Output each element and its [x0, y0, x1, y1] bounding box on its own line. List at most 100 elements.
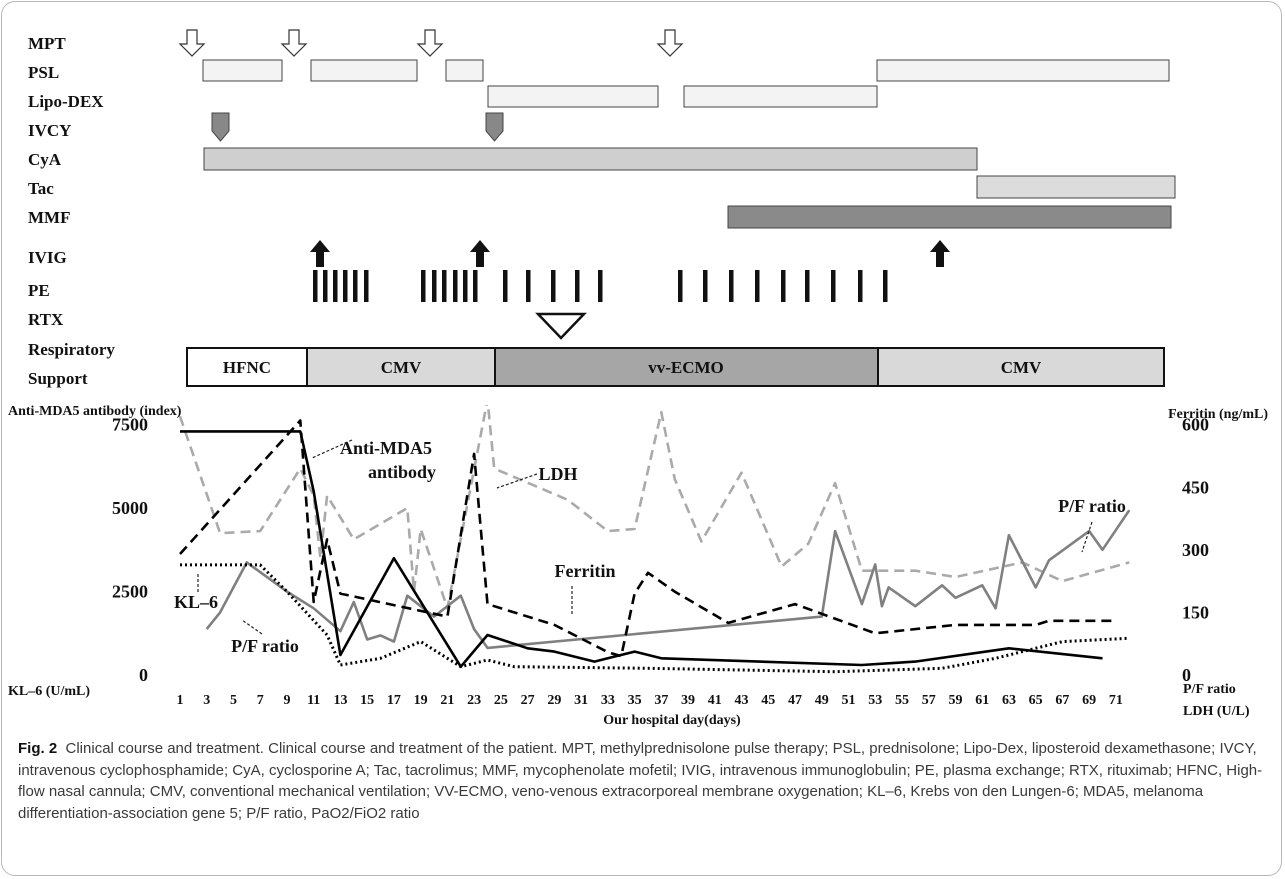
right-tick-label: 300: [1182, 540, 1209, 560]
x-tick-label: 43: [735, 693, 749, 708]
pe-mark: [678, 270, 683, 302]
pe-mark: [598, 270, 603, 302]
respiratory-label-line1: Respiratory: [28, 340, 115, 359]
x-tick-label: 55: [895, 693, 909, 708]
ivcy-marker: [211, 112, 230, 142]
leader-ldh: [496, 473, 538, 489]
x-axis-title: Our hospital day(days): [603, 713, 741, 728]
ivig-arrows: [310, 240, 950, 267]
x-tick-label: 9: [283, 693, 290, 708]
x-tick-label: 45: [761, 693, 775, 708]
annotation-ldh: LDH: [538, 464, 577, 484]
row-label-mpt: MPT: [28, 34, 66, 53]
pe-mark: [805, 270, 810, 302]
chart-annotations: Anti-MDA5 antibody LDH Ferritin P/F rati…: [174, 438, 1126, 656]
x-tick-label: 3: [203, 693, 210, 708]
x-tick-label: 63: [1002, 693, 1016, 708]
rtx-marker: [535, 312, 587, 340]
psl-bar: [202, 59, 283, 82]
pe-mark: [781, 270, 786, 302]
x-tick-label: 15: [360, 693, 374, 708]
annotation-anti-mda5-line2: antibody: [368, 462, 436, 482]
support-label-cmv-1: CMV: [381, 358, 422, 377]
pe-mark: [421, 270, 426, 302]
x-tick-label: 33: [601, 693, 615, 708]
left-axis-ticks: 0 2500 5000 7500: [112, 415, 148, 685]
x-tick-label: 39: [681, 693, 695, 708]
caption-label: Fig. 2: [18, 740, 58, 757]
x-tick-label: 35: [628, 693, 642, 708]
x-tick-label: 11: [307, 693, 320, 708]
left-tick-label: 7500: [112, 415, 148, 435]
ivcy-markers: [211, 112, 504, 142]
pe-marks: [313, 270, 888, 302]
row-label-tac: Tac: [28, 179, 54, 198]
respiratory-label-line2: Support: [28, 369, 88, 388]
support-label-cmv-2: CMV: [1001, 358, 1042, 377]
x-tick-label: 51: [842, 693, 856, 708]
leader-pf-top: [1081, 521, 1093, 553]
pe-mark: [729, 270, 734, 302]
mpt-arrow: [656, 29, 684, 57]
pe-mark: [364, 270, 369, 302]
annotation-leaders: [197, 439, 1093, 635]
support-cmv-1: [306, 347, 496, 387]
row-label-lipo-dex: Lipo-DEX: [28, 92, 104, 111]
lipo-dex-bar: [683, 85, 878, 108]
pe-mark: [442, 270, 447, 302]
x-tick-label: 41: [708, 693, 722, 708]
x-tick-label: 61: [975, 693, 989, 708]
right-tick-label: 150: [1182, 602, 1209, 622]
support-label-hfnc: HFNC: [223, 358, 271, 377]
figure-caption: Fig. 2 Clinical course and treatment. Cl…: [18, 738, 1268, 824]
lipo-dex-bar: [487, 85, 659, 108]
x-axis-ticks: 1 3 5 7 9 11 13 15 17 19 21 23 25 27 29 31 33 35 37 39 41 43 4…: [177, 693, 1123, 708]
annotation-pf-ratio-left: P/F ratio: [231, 636, 299, 656]
ivig-arrow: [310, 240, 330, 267]
mpt-arrow: [178, 29, 206, 57]
x-tick-label: 23: [467, 693, 481, 708]
left-axis-title: Anti-MDA5 antibody (index): [8, 404, 182, 419]
pe-mark: [313, 270, 318, 302]
ldh-unit-label: LDH (U/L): [1183, 704, 1250, 719]
pe-mark: [551, 270, 556, 302]
x-tick-label: 7: [257, 693, 264, 708]
x-tick-label: 59: [948, 693, 962, 708]
mpt-arrows: [178, 29, 684, 57]
pe-mark: [453, 270, 458, 302]
pe-mark: [333, 270, 338, 302]
x-tick-label: 31: [574, 693, 588, 708]
pe-mark: [503, 270, 508, 302]
cya-bar: [203, 147, 978, 171]
x-tick-label: 37: [654, 693, 668, 708]
row-label-pe: PE: [28, 281, 50, 300]
support-cmv-2: [877, 347, 1165, 387]
left-tick-label: 0: [139, 665, 148, 685]
x-tick-label: 29: [547, 693, 561, 708]
pe-mark: [703, 270, 708, 302]
caption-text: Clinical course and treatment. Clinical …: [18, 740, 1263, 822]
support-label-ecmo: vv-ECMO: [648, 358, 724, 377]
mpt-arrow: [416, 29, 444, 57]
timeline-labels: MPT PSL Lipo-DEX IVCY CyA Tac MMF IVIG P…: [28, 34, 115, 388]
x-tick-label: 47: [788, 693, 802, 708]
pe-mark: [831, 270, 836, 302]
pe-mark: [323, 270, 328, 302]
x-tick-label: 69: [1082, 693, 1096, 708]
ivig-arrow: [470, 240, 490, 267]
right-tick-label: 0: [1182, 665, 1191, 685]
right-axis-ticks: 0 150 300 450 600: [1182, 415, 1209, 685]
psl-bars: [202, 59, 1170, 82]
leader-pf-left: [241, 619, 263, 635]
annotation-ferritin: Ferritin: [555, 561, 616, 581]
x-tick-label: 65: [1029, 693, 1043, 708]
ivcy-marker: [485, 112, 504, 142]
series-line-p-f-ratio: [205, 509, 1131, 650]
pe-mark: [858, 270, 863, 302]
pe-mark: [432, 270, 437, 302]
x-tick-label: 25: [494, 693, 508, 708]
respiratory-support-bar: HFNC CMV vv-ECMO CMV: [186, 347, 1165, 387]
x-tick-label: 71: [1109, 693, 1123, 708]
pe-mark: [473, 270, 478, 302]
